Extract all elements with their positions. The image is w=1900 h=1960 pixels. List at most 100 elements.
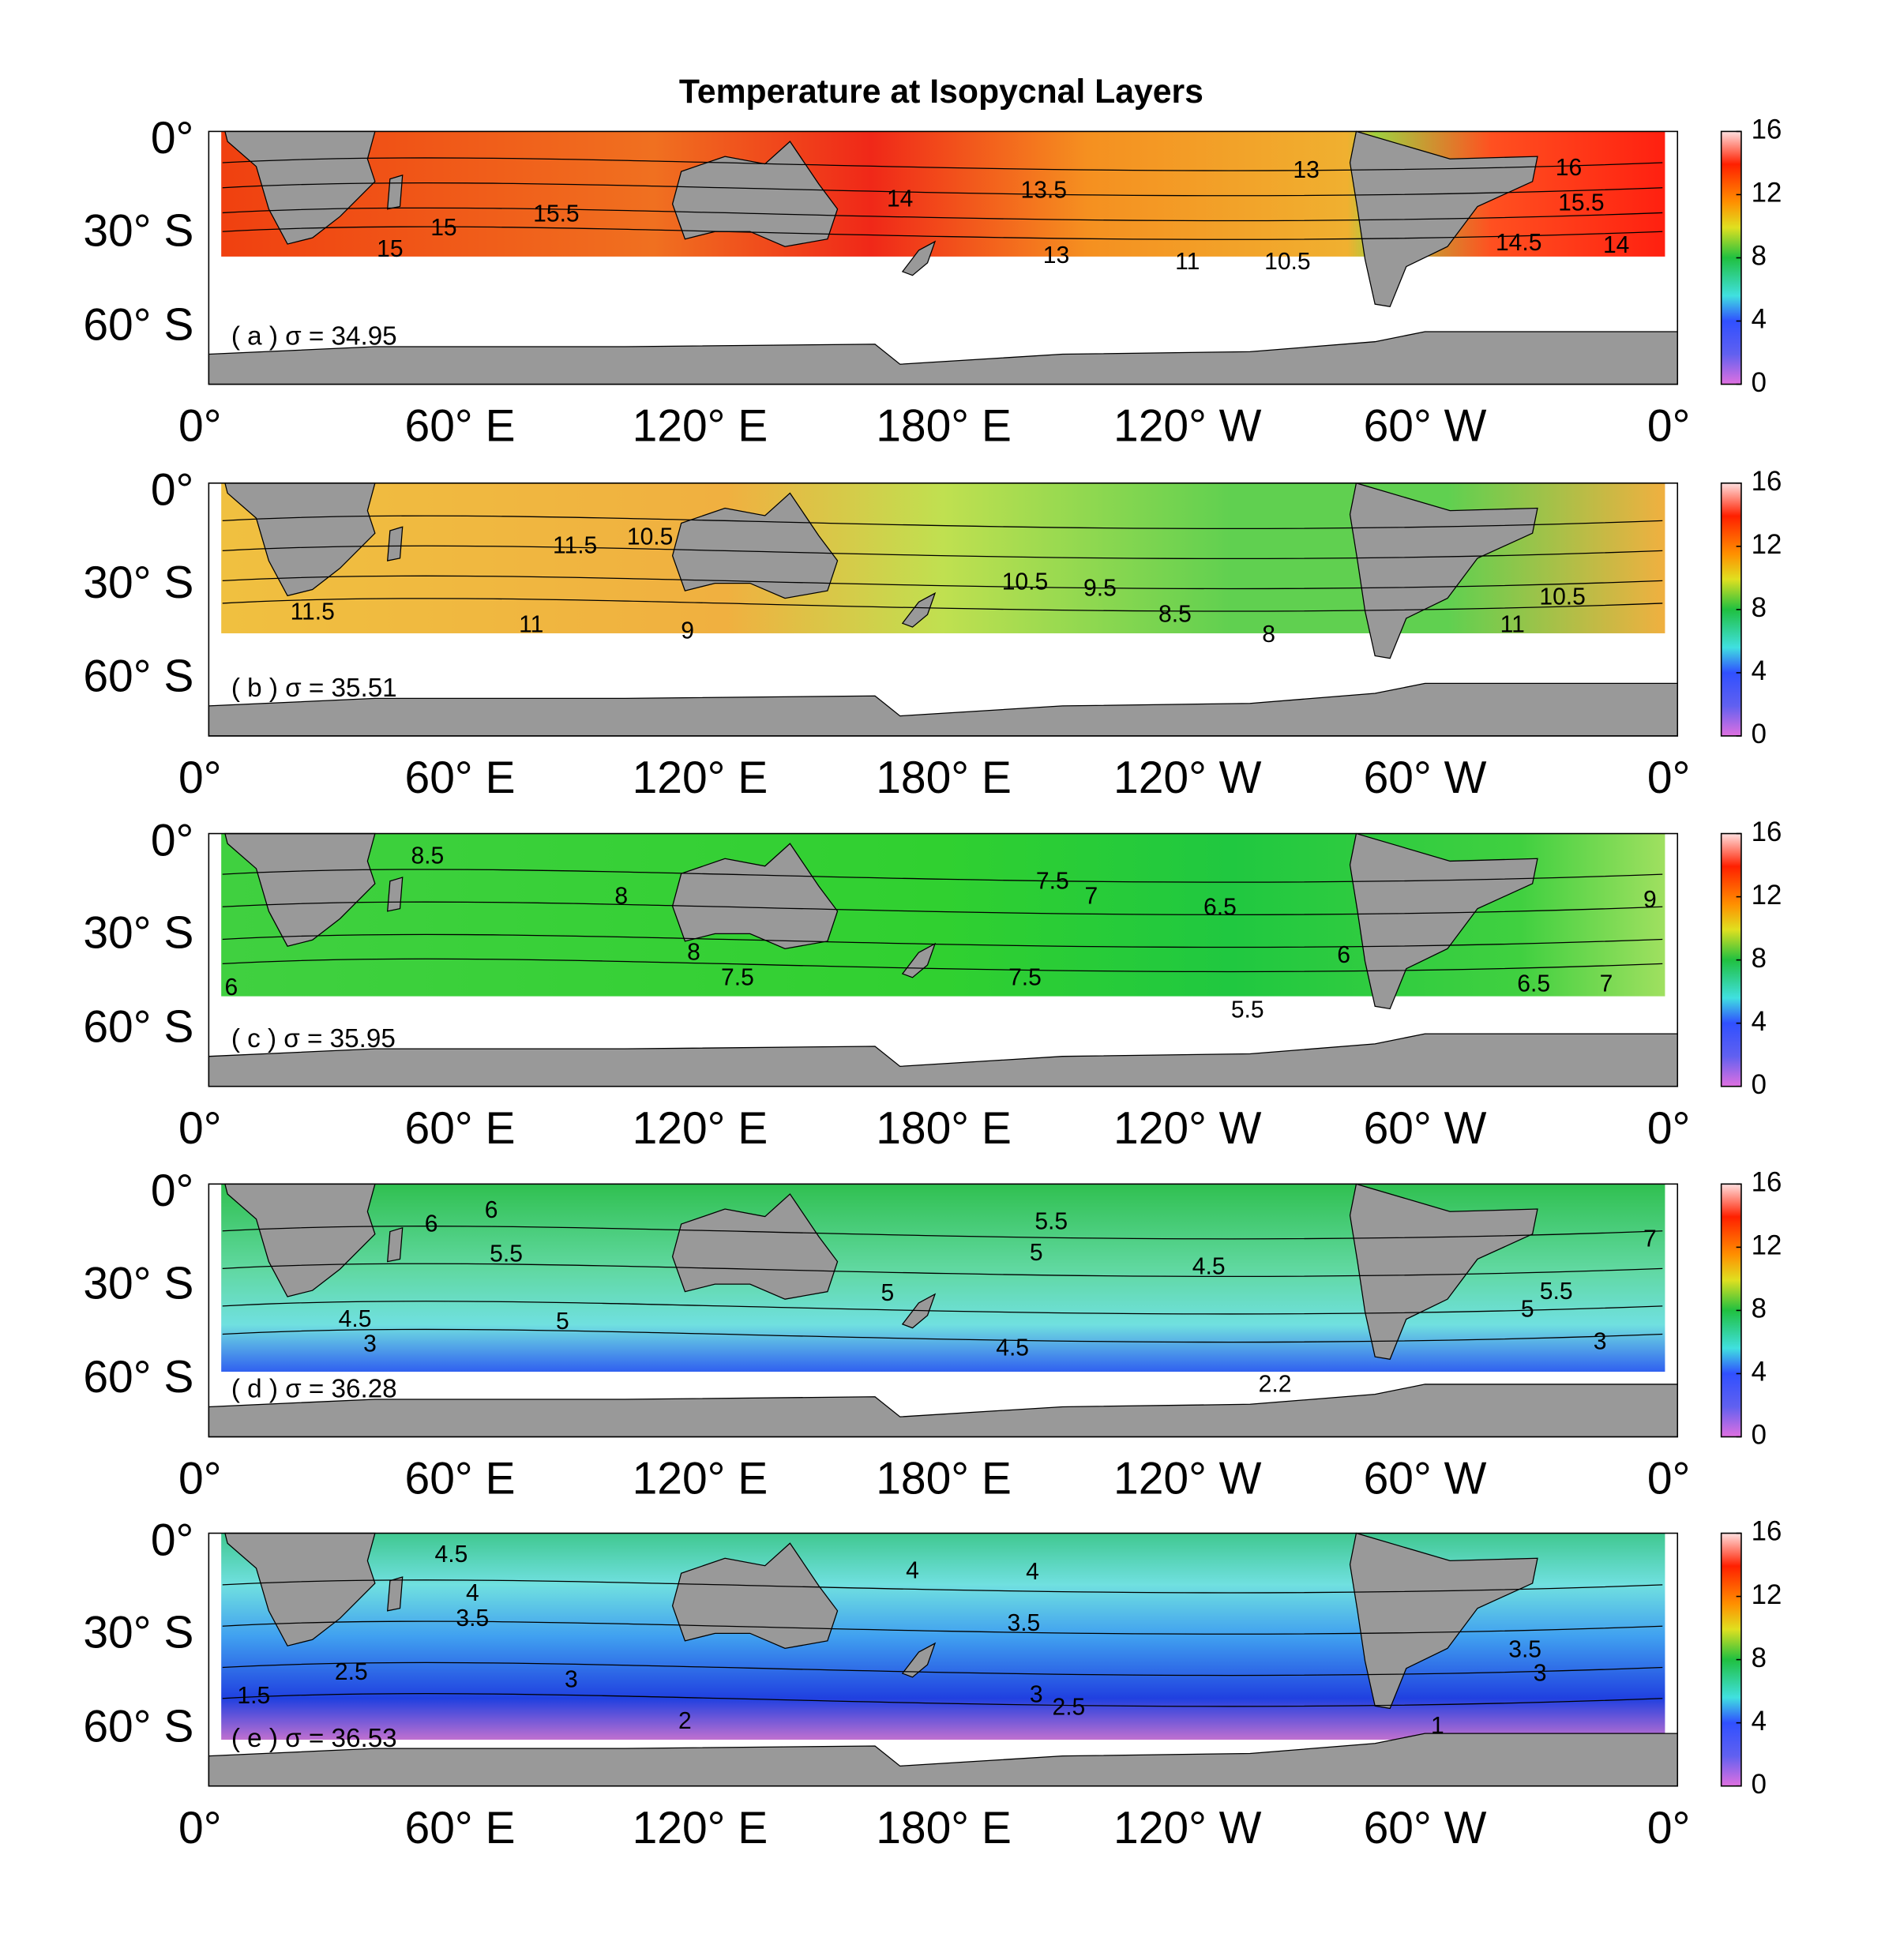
- panel-label: ( a ) σ = 34.95: [231, 322, 397, 351]
- contour-label: 4: [466, 1580, 479, 1606]
- contour-label: 15.5: [1558, 190, 1605, 216]
- contour-label: 8: [1262, 621, 1275, 648]
- contour-label: 15: [430, 215, 456, 241]
- map-frame: [208, 1183, 1679, 1438]
- contour-label: 13: [1043, 242, 1069, 268]
- x-tick-label: 180° E: [876, 753, 1012, 803]
- contour-label: 2.2: [1259, 1371, 1292, 1397]
- contour-label: 10.5: [1264, 249, 1311, 275]
- contour-label: 1.5: [237, 1683, 270, 1709]
- panel-label: ( e ) σ = 36.53: [231, 1724, 397, 1753]
- contour-label: 9: [1643, 887, 1657, 913]
- x-tick-label: 60° W: [1364, 401, 1487, 452]
- land: [224, 832, 376, 947]
- land: [224, 482, 376, 597]
- land: [386, 1576, 404, 1612]
- contour-label: 7: [1085, 883, 1098, 909]
- contour-line: [222, 901, 1663, 915]
- contour-label: 11: [1175, 249, 1200, 275]
- contour-label: 3.5: [456, 1605, 489, 1631]
- land: [671, 1193, 839, 1300]
- x-tick-label: 0°: [1647, 1103, 1690, 1154]
- panel-label: ( c ) σ = 35.95: [231, 1024, 396, 1053]
- contour-line: [222, 575, 1663, 590]
- contour-label: 6: [224, 974, 238, 1001]
- contour-label: 7: [1643, 1226, 1657, 1252]
- contour-label: 15: [377, 236, 403, 262]
- contour-label: 6.5: [1517, 971, 1550, 997]
- map-frame: [208, 1532, 1679, 1787]
- contour-label: 14: [887, 186, 913, 212]
- y-tick-label: 30° S: [83, 558, 193, 608]
- map-frame: [208, 832, 1679, 1087]
- x-tick-label: 0°: [178, 753, 221, 803]
- contour-line: [222, 226, 1663, 240]
- map-frame: [208, 130, 1679, 385]
- contour-line: [222, 933, 1663, 948]
- contour-label: 1: [1431, 1713, 1444, 1739]
- contour-label: 14.5: [1496, 230, 1542, 256]
- x-tick-label: 0°: [178, 1103, 221, 1154]
- contour-label: 4.5: [435, 1541, 468, 1568]
- x-tick-label: 60° W: [1364, 753, 1487, 803]
- x-tick-label: 0°: [178, 1803, 221, 1853]
- y-tick-label: 60° S: [83, 299, 193, 350]
- x-tick-label: 180° E: [876, 1803, 1012, 1853]
- contour-label: 14: [1603, 232, 1629, 258]
- contour-label: 3.5: [1007, 1610, 1040, 1636]
- contour-line: [222, 545, 1663, 560]
- contour-label: 3: [363, 1331, 377, 1357]
- y-tick-label: 0°: [151, 815, 193, 865]
- contour-line: [222, 182, 1663, 197]
- land: [386, 526, 404, 561]
- contour-label: 8.5: [411, 843, 444, 869]
- x-tick-label: 120° E: [633, 753, 768, 803]
- colorbar-tick-label: 16: [1752, 1167, 1782, 1198]
- x-tick-label: 120° E: [633, 1803, 768, 1853]
- contour-label: 7.5: [721, 964, 754, 990]
- contour-label: 5.5: [1034, 1208, 1068, 1234]
- contour-label: 9: [681, 618, 694, 644]
- contour-line: [222, 1661, 1663, 1677]
- contour-label: 16: [1556, 155, 1582, 181]
- x-tick-label: 0°: [1647, 1454, 1690, 1504]
- contour-label: 8.5: [1158, 602, 1192, 628]
- contour-label: 7: [1600, 971, 1613, 997]
- colorbar-tick-label: 4: [1752, 304, 1767, 335]
- x-tick-label: 180° E: [876, 401, 1012, 452]
- colorbar-tick-label: 0: [1752, 1420, 1767, 1451]
- colorbar-tick-label: 16: [1752, 466, 1782, 497]
- land: [901, 942, 937, 978]
- contour-line: [222, 1301, 1663, 1315]
- contour-label: 6.5: [1203, 895, 1237, 921]
- land: [671, 843, 839, 950]
- contour-label: 11.5: [553, 533, 597, 559]
- colorbar-tick-label: 16: [1752, 115, 1782, 145]
- contour-label: 6: [1337, 942, 1350, 968]
- land: [224, 130, 376, 245]
- contour-label: 3: [1594, 1329, 1607, 1355]
- contour-label: 5: [1521, 1296, 1534, 1322]
- contour-label: 6: [485, 1197, 498, 1223]
- contour-line: [222, 1579, 1663, 1594]
- colorbar-tick-label: 12: [1752, 178, 1782, 208]
- land: [901, 1642, 937, 1678]
- contour-label: 5: [556, 1309, 569, 1335]
- map-frame: [208, 482, 1679, 737]
- land: [671, 492, 839, 599]
- land: [224, 1532, 376, 1646]
- contour-label: 10.5: [1539, 584, 1586, 610]
- land: [386, 877, 404, 912]
- colorbar-tick-label: 12: [1752, 1230, 1782, 1261]
- colorbar-tick-label: 8: [1752, 592, 1767, 623]
- x-tick-label: 60° E: [405, 1454, 516, 1504]
- contour-label: 13: [1293, 157, 1319, 183]
- contour-label: 8: [687, 940, 700, 966]
- colorbar-tick-label: 8: [1752, 943, 1767, 974]
- x-tick-label: 180° E: [876, 1103, 1012, 1154]
- x-tick-label: 120° W: [1113, 401, 1262, 452]
- panel-label: ( d ) σ = 36.28: [231, 1375, 397, 1404]
- colorbar-tick-label: 4: [1752, 1006, 1767, 1037]
- contour-label: 5.5: [1540, 1279, 1573, 1305]
